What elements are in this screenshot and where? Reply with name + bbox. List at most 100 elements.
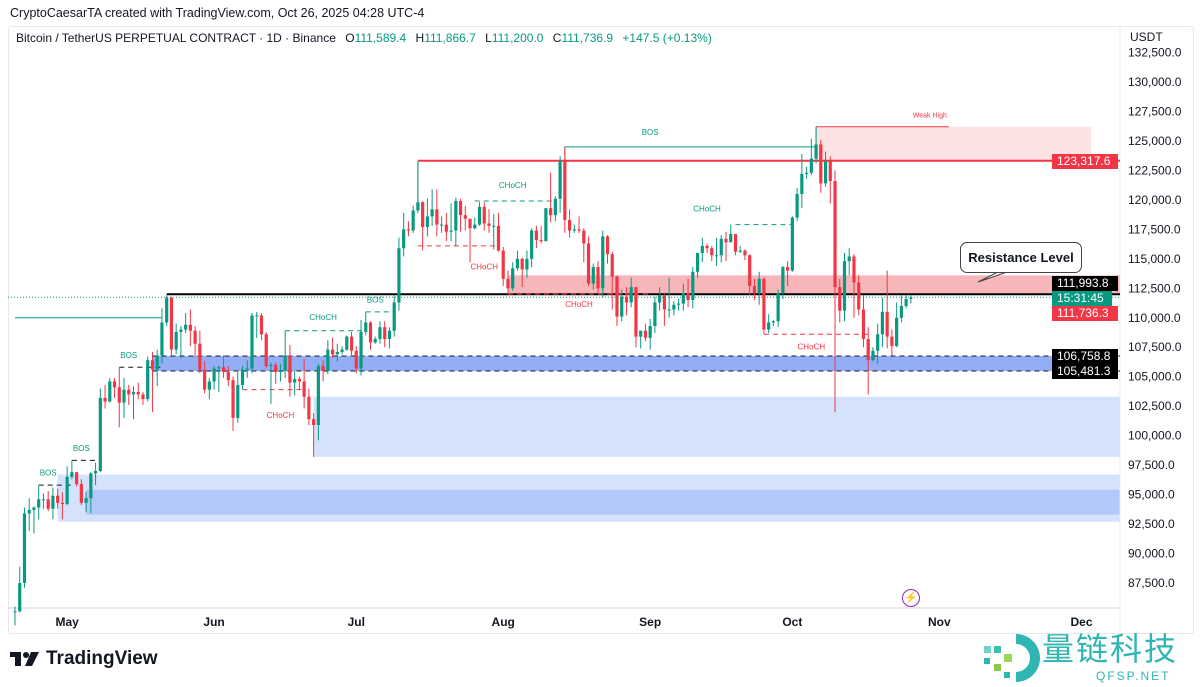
candle[interactable] <box>733 234 738 256</box>
candle[interactable] <box>307 388 311 426</box>
candle[interactable] <box>577 216 581 233</box>
candle[interactable] <box>586 236 591 286</box>
demand-zone-light-upper[interactable] <box>313 396 1120 457</box>
currency-label[interactable]: USDT <box>1130 30 1163 44</box>
candle[interactable] <box>866 327 870 395</box>
candle[interactable] <box>553 196 557 222</box>
candle[interactable] <box>245 360 249 378</box>
candle[interactable] <box>496 212 501 252</box>
candle[interactable] <box>838 278 842 323</box>
candle[interactable] <box>487 209 491 233</box>
candle[interactable] <box>752 278 757 301</box>
candle[interactable] <box>51 487 55 520</box>
candle[interactable] <box>871 347 875 362</box>
candle[interactable] <box>634 287 638 348</box>
candle[interactable] <box>714 237 719 266</box>
candle[interactable] <box>662 294 666 327</box>
candle[interactable] <box>804 166 809 179</box>
candle[interactable] <box>193 326 197 357</box>
candle[interactable] <box>748 254 752 296</box>
candle[interactable] <box>283 330 287 378</box>
candle[interactable] <box>440 216 444 233</box>
candle[interactable] <box>288 344 292 397</box>
candle[interactable] <box>383 321 387 348</box>
candle[interactable] <box>895 302 899 348</box>
candle[interactable] <box>620 289 624 322</box>
candle[interactable] <box>852 254 856 318</box>
demand-zone-blue[interactable] <box>152 355 1068 372</box>
candle[interactable] <box>828 156 832 204</box>
candle[interactable] <box>534 225 538 249</box>
candle[interactable] <box>425 198 429 237</box>
candle[interactable] <box>117 367 121 428</box>
candle[interactable] <box>264 331 268 369</box>
candle[interactable] <box>790 216 794 272</box>
candle[interactable] <box>857 275 861 316</box>
candle[interactable] <box>378 321 382 344</box>
candle[interactable] <box>60 492 64 520</box>
candle[interactable] <box>605 235 610 264</box>
candle[interactable] <box>539 225 543 244</box>
candle[interactable] <box>421 201 425 251</box>
candle[interactable] <box>795 188 799 222</box>
candle[interactable] <box>705 243 709 253</box>
candle[interactable] <box>511 262 515 291</box>
candle[interactable] <box>847 248 851 276</box>
candle[interactable] <box>150 351 155 413</box>
symbol-name[interactable]: Bitcoin / TetherUS PERPETUAL CONTRACT · … <box>16 31 336 45</box>
candle[interactable] <box>18 566 22 613</box>
candle[interactable] <box>677 298 681 311</box>
candle[interactable] <box>601 230 605 298</box>
candle[interactable] <box>681 283 685 311</box>
candle[interactable] <box>572 224 576 233</box>
candle[interactable] <box>743 249 747 260</box>
candle[interactable] <box>885 270 889 349</box>
candle[interactable] <box>297 376 301 390</box>
candle[interactable] <box>890 329 894 356</box>
candle[interactable] <box>316 363 320 441</box>
candle[interactable] <box>397 237 401 311</box>
candle[interactable] <box>269 362 273 404</box>
candle[interactable] <box>131 386 136 420</box>
candle[interactable] <box>492 214 496 250</box>
candle[interactable] <box>506 270 510 295</box>
candle[interactable] <box>165 295 169 327</box>
candle[interactable] <box>899 295 903 323</box>
candle[interactable] <box>435 189 439 237</box>
candle[interactable] <box>416 162 420 213</box>
candle[interactable] <box>411 205 415 233</box>
candle[interactable] <box>771 320 775 327</box>
lightning-icon[interactable]: ⚡ <box>902 589 920 607</box>
candle[interactable] <box>454 197 458 246</box>
candle[interactable] <box>326 340 330 375</box>
candle[interactable] <box>70 460 74 480</box>
candle[interactable] <box>373 336 377 344</box>
candle[interactable] <box>75 472 79 487</box>
candle[interactable] <box>65 466 69 506</box>
candle[interactable] <box>293 370 297 396</box>
candle[interactable] <box>217 366 221 393</box>
candle[interactable] <box>482 202 486 231</box>
candle[interactable] <box>724 231 728 262</box>
candle[interactable] <box>786 261 790 286</box>
candle[interactable] <box>387 327 392 349</box>
candle[interactable] <box>691 267 695 309</box>
candle[interactable] <box>236 371 240 423</box>
resistance-zone[interactable] <box>507 275 1121 295</box>
candle[interactable] <box>591 263 595 290</box>
candle[interactable] <box>27 498 31 532</box>
candle[interactable] <box>321 360 325 382</box>
candle[interactable] <box>762 277 766 335</box>
candle[interactable] <box>240 366 245 390</box>
candle[interactable] <box>184 313 188 334</box>
candle[interactable] <box>402 212 406 257</box>
candle[interactable] <box>345 335 349 351</box>
candle[interactable] <box>700 237 704 263</box>
candle[interactable] <box>160 308 164 364</box>
candle[interactable] <box>473 217 477 230</box>
candle[interactable] <box>13 606 17 626</box>
candle[interactable] <box>141 392 145 405</box>
candle[interactable] <box>520 257 524 288</box>
candle[interactable] <box>231 376 235 431</box>
candle[interactable] <box>596 261 600 295</box>
